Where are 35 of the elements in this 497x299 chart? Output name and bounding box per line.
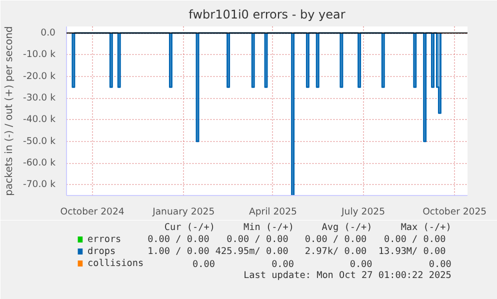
y-tick-label: -10.0 k — [22, 49, 56, 60]
text: 13.93M/ 0.00 — [378, 246, 446, 257]
text: Min (-/+) — [243, 222, 294, 233]
text: 0.00 / 0.00 — [304, 234, 368, 245]
text: Last update: Mon Oct 27 01:00:22 2025 — [244, 270, 452, 281]
text: 0.00 / 0.00 — [148, 234, 210, 245]
x-tick-label: July 2025 — [340, 206, 386, 218]
text: 425.95m/ 0.00 — [215, 246, 289, 257]
text: Avg (-/+) — [322, 222, 372, 233]
y-tick-label: 0.0 — [40, 28, 56, 38]
y-tick-label: -20.0 k — [22, 70, 56, 82]
text: 0.00 — [350, 259, 373, 270]
text: 0.00 / 0.00 — [384, 234, 446, 245]
text: 0.00 — [428, 259, 452, 270]
x-tick-label: January 2025 — [152, 206, 215, 218]
x-tick-label: April 2025 — [248, 206, 298, 218]
text: 0.00 / 0.00 — [226, 234, 289, 245]
text: 0.00 — [192, 259, 216, 270]
text: 0.00 — [272, 259, 294, 270]
text: Max (-/+) — [400, 222, 452, 233]
x-tick-label: October 2025 — [422, 206, 487, 218]
y-tick-label: -70.0 k — [22, 179, 56, 190]
x-tick-label: October 2024 — [60, 206, 124, 218]
y-tick-label: -50.0 k — [22, 136, 56, 147]
legend-label: collisions — [87, 258, 144, 269]
text: 1.00 / 0.00 — [148, 246, 210, 257]
legend-label: drops — [87, 246, 116, 257]
text: Cur (-/+) — [164, 222, 215, 233]
y-tick-label: -60.0 k — [22, 158, 56, 168]
text: 2.97k/ 0.00 — [304, 246, 368, 257]
legend-label: errors — [87, 234, 122, 245]
chart-title: fwbr101i0 errors - by year — [188, 8, 346, 22]
y-tick-label: -30.0 k — [22, 92, 56, 104]
y-tick-label: -40.0 k — [22, 114, 56, 126]
y-axis-title: packets in (-) / out (+) per second — [4, 26, 15, 196]
